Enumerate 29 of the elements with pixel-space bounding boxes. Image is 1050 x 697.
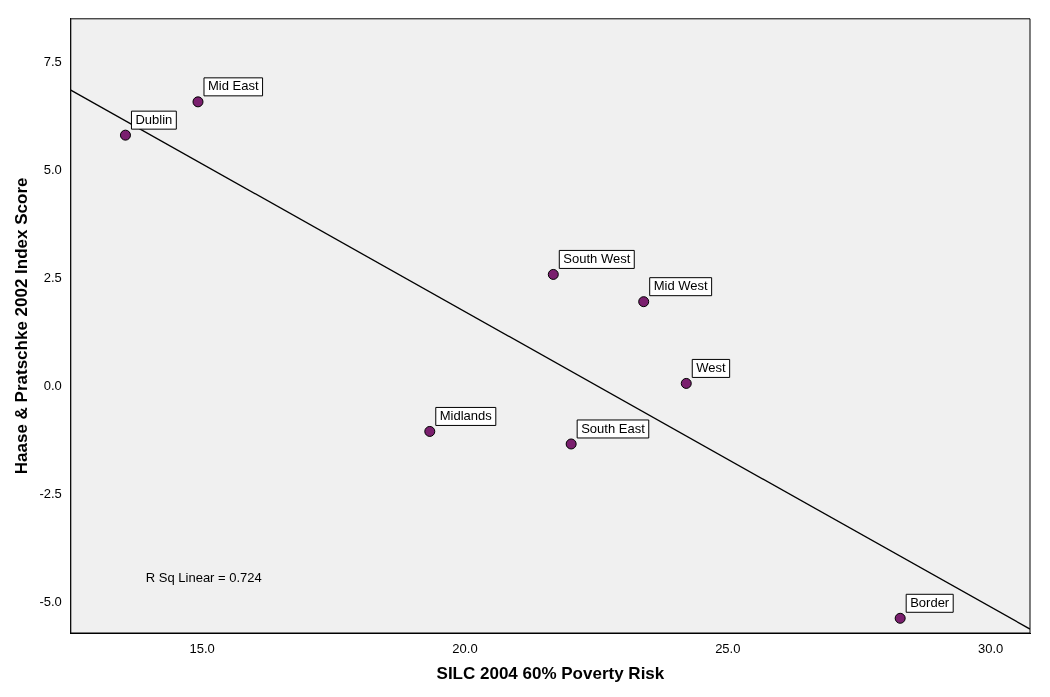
- y-tick-label: -2.5: [39, 486, 62, 502]
- point: [119, 129, 131, 141]
- y-tick-label: 0.0: [43, 378, 62, 394]
- point: [894, 612, 906, 624]
- annotation: Dublin: [135, 111, 173, 127]
- x-tick-label: 30.0: [977, 641, 1004, 657]
- y-axis-title: Haase & Pratschke 2002 Index Score: [11, 177, 31, 475]
- annotation: R Sq Linear = 0.724: [145, 569, 262, 585]
- y-tick-label: 2.5: [43, 269, 62, 285]
- point: [638, 296, 650, 308]
- annotation: West: [696, 360, 727, 376]
- point: [680, 377, 692, 389]
- x-tick-label: 15.0: [189, 641, 215, 657]
- annotation: South East: [581, 420, 646, 436]
- point: [424, 425, 436, 437]
- y-tick-label: 5.0: [43, 161, 62, 177]
- point: [547, 268, 559, 280]
- x-tick-label: 20.0: [452, 641, 478, 657]
- annotation: South West: [563, 251, 631, 267]
- point: [192, 96, 204, 108]
- y-tick-label: 7.5: [43, 53, 62, 69]
- annotation: Mid West: [653, 278, 709, 294]
- point: [565, 438, 577, 450]
- x-axis-title: SILC 2004 60% Poverty Risk: [436, 664, 665, 684]
- annotation: Border: [910, 594, 950, 610]
- annotation: Mid East: [207, 78, 259, 94]
- y-tick-label: -5.0: [39, 594, 62, 610]
- annotation: Midlands: [439, 408, 493, 424]
- x-tick-label: 25.0: [715, 641, 741, 657]
